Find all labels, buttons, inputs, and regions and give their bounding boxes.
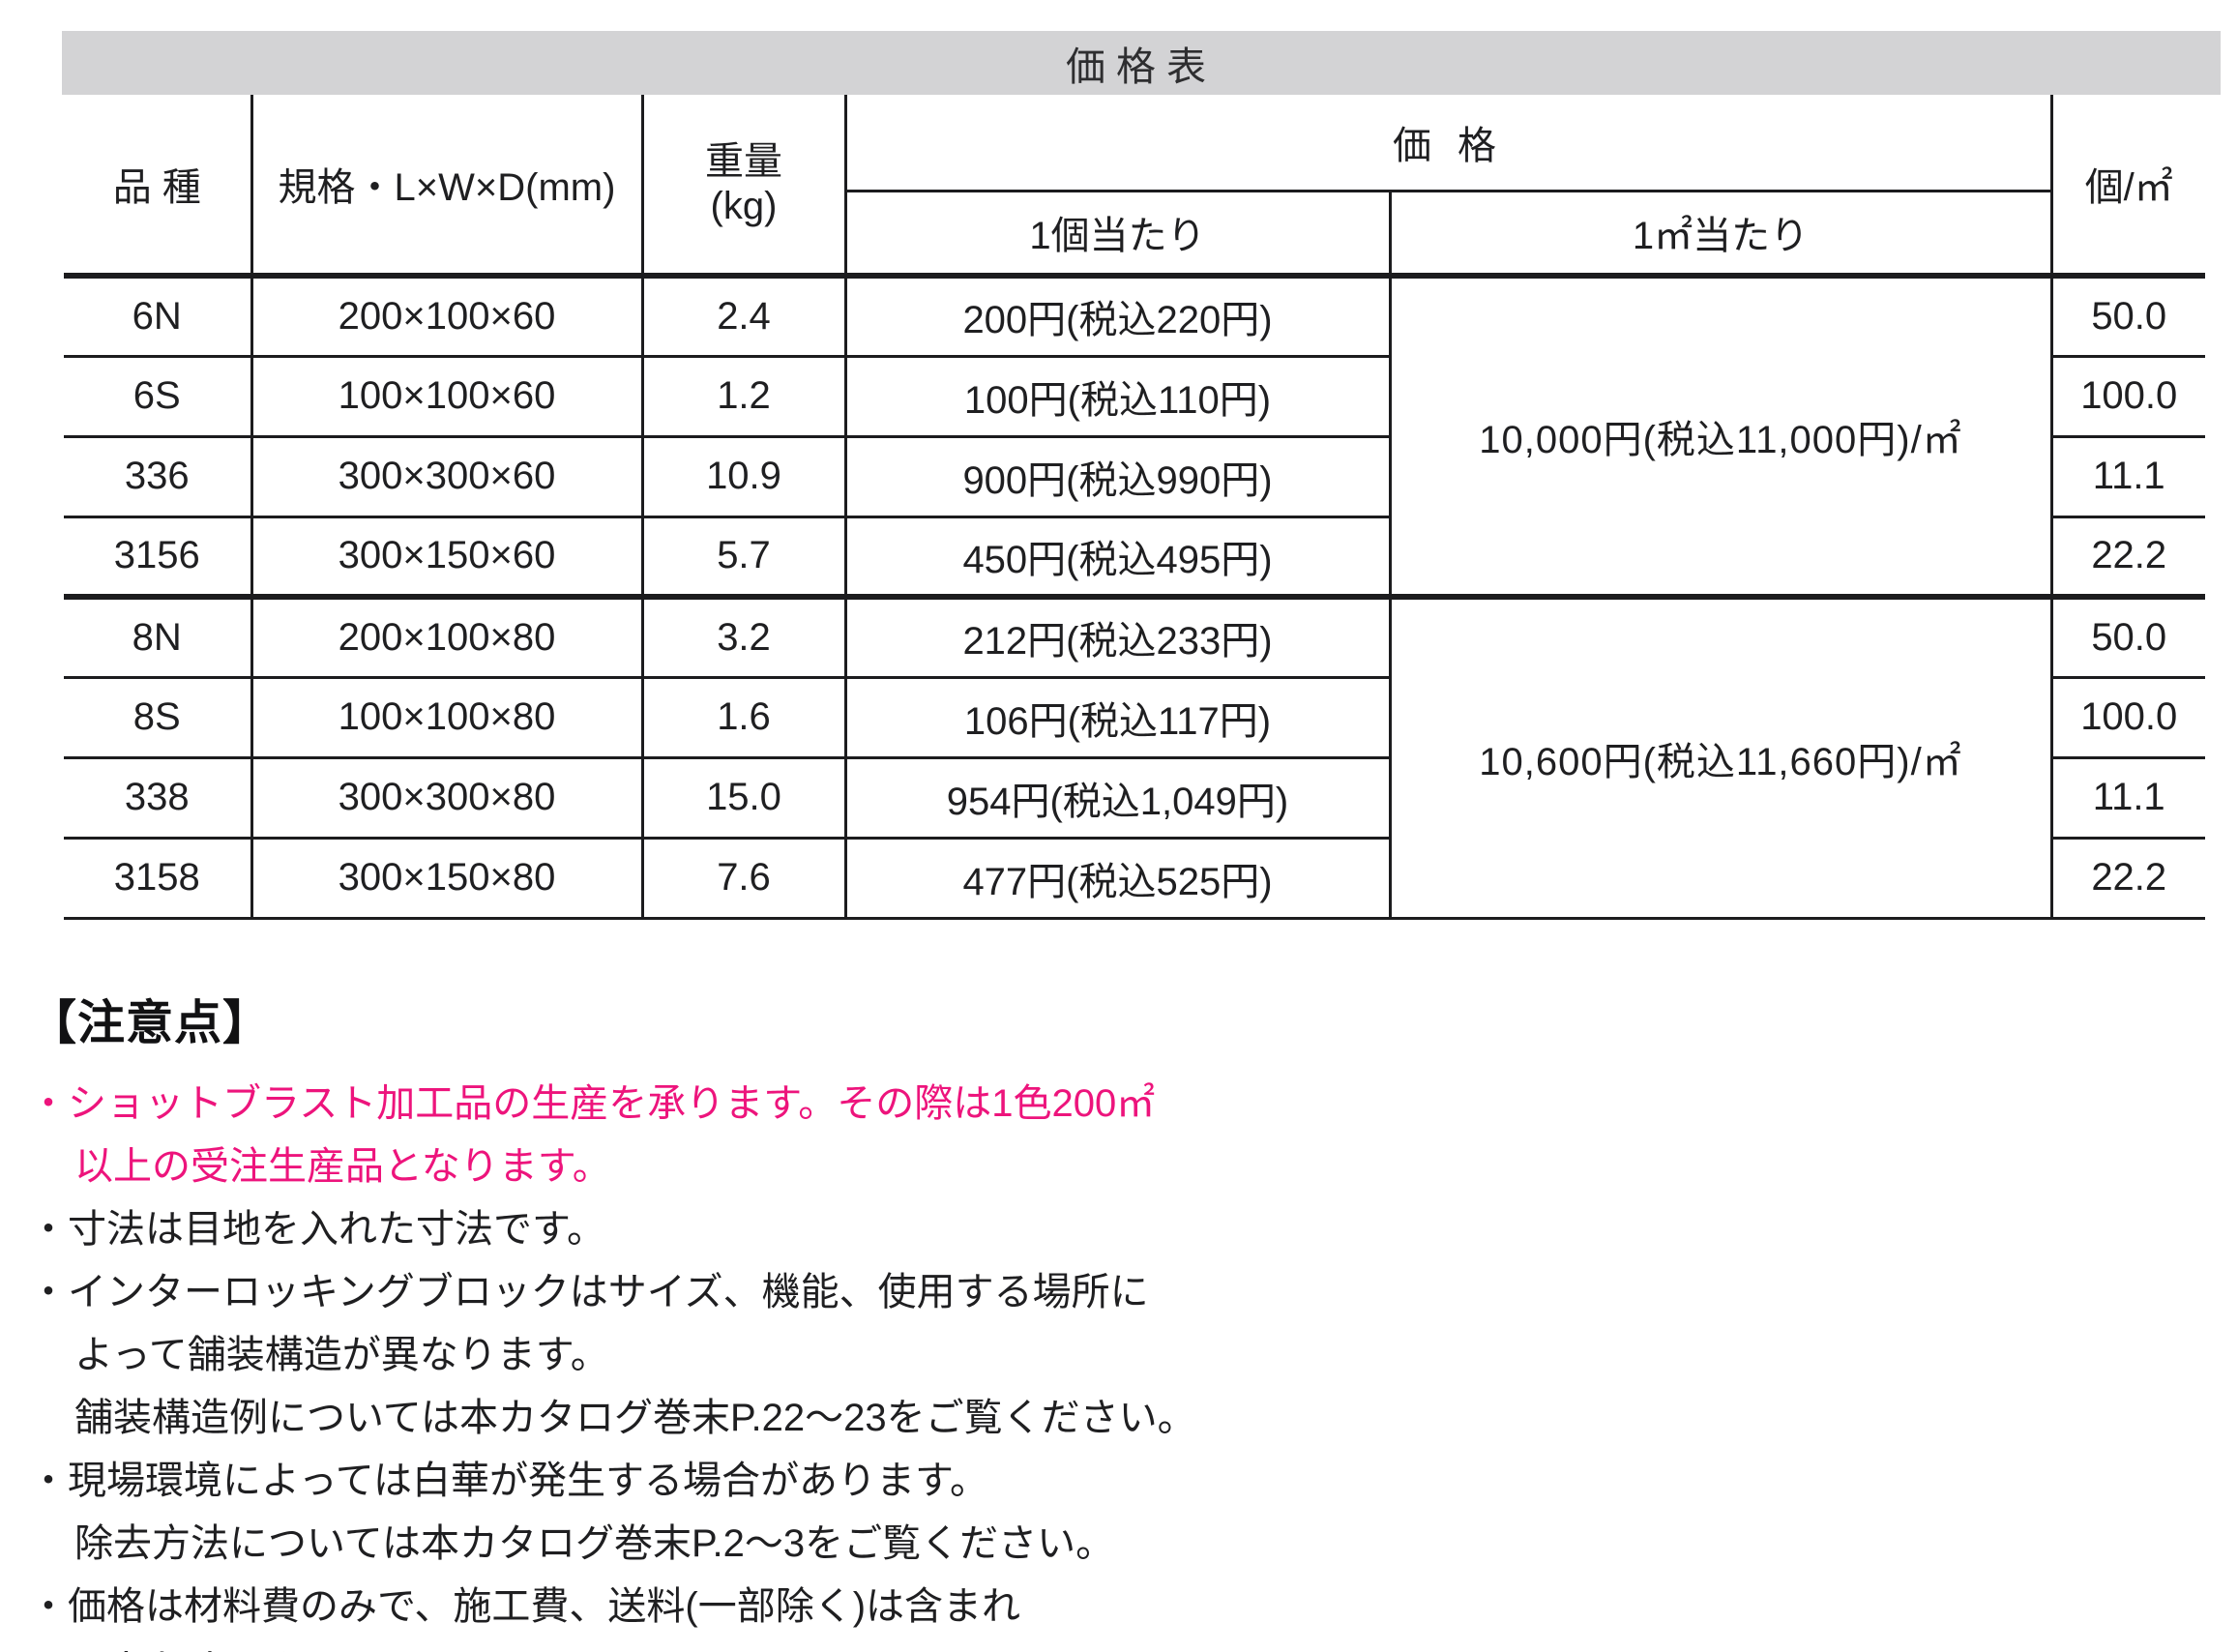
cell-size: 300×300×60 bbox=[250, 434, 644, 518]
note-line: よって舗装構造が異なります。 bbox=[74, 1334, 609, 1376]
note-line: ・インターロッキングブロックはサイズ、機能、使用する場所に bbox=[29, 1271, 1149, 1313]
header-size: 規格・L×W×D(mm) bbox=[250, 95, 644, 279]
cell-price-sqm-group1: 10,000円(税込11,000円)/㎡ bbox=[1388, 274, 2053, 599]
cell-kind: 336 bbox=[64, 434, 253, 518]
table-row-3156: 3156 300×150×60 5.7 450円(税込495円) 22.2 bbox=[64, 515, 2205, 599]
cell-per-sqm: 11.1 bbox=[2049, 434, 2205, 518]
cell-kind: 6N bbox=[64, 274, 253, 358]
cell-weight: 10.9 bbox=[640, 434, 847, 518]
cell-size: 300×300×80 bbox=[250, 755, 644, 840]
header-price: 価 格 bbox=[843, 95, 2053, 192]
cell-kind: 6S bbox=[64, 354, 253, 438]
cell-size: 100×100×80 bbox=[250, 675, 644, 759]
table-row-8s: 8S 100×100×80 1.6 106円(税込117円) 100.0 bbox=[64, 675, 2205, 759]
cell-size: 300×150×80 bbox=[250, 836, 644, 920]
cell-kind: 3158 bbox=[64, 836, 253, 920]
note-price-scope: ・価格は材料費のみで、施工費、送料(一部除く)は含まれ ておりません。 bbox=[29, 1576, 1248, 1652]
cell-size: 100×100×60 bbox=[250, 354, 644, 438]
cell-weight: 1.2 bbox=[640, 354, 847, 438]
price-table: 品 種 規格・L×W×D(mm) 重量 (kg) 価 格 個/㎡ 1個当たり 1… bbox=[64, 95, 2205, 920]
cell-price-each: 477円(税込525円) bbox=[843, 836, 1392, 920]
table-title: 価格表 bbox=[1066, 44, 1217, 89]
cell-per-sqm: 50.0 bbox=[2049, 594, 2205, 679]
table-row-6n: 6N 200×100×60 2.4 200円(税込220円) 10,000円(税… bbox=[64, 274, 2205, 599]
table-row-338: 338 300×300×80 15.0 954円(税込1,049円) 11.1 bbox=[64, 755, 2205, 840]
cell-per-sqm: 100.0 bbox=[2049, 354, 2205, 438]
cell-weight: 7.6 bbox=[640, 836, 847, 920]
cell-price-each: 450円(税込495円) bbox=[843, 515, 1392, 599]
cell-kind: 3156 bbox=[64, 515, 253, 599]
table-row-3158: 3158 300×150×80 7.6 477円(税込525円) 22.2 bbox=[64, 836, 2205, 920]
cell-size: 200×100×60 bbox=[250, 274, 644, 358]
cell-weight: 2.4 bbox=[640, 274, 847, 358]
cell-size: 300×150×60 bbox=[250, 515, 644, 599]
cell-kind: 8N bbox=[64, 594, 253, 679]
header-weight-line2: (kg) bbox=[710, 185, 778, 227]
table-row-6s: 6S 100×100×60 1.2 100円(税込110円) 100.0 bbox=[64, 354, 2205, 438]
cell-weight: 3.2 bbox=[640, 594, 847, 679]
cell-per-sqm: 22.2 bbox=[2049, 515, 2205, 599]
cell-weight: 15.0 bbox=[640, 755, 847, 840]
note-line: ・現場環境によっては白華が発生する場合があります。 bbox=[29, 1460, 988, 1502]
header-price-each: 1個当たり bbox=[843, 189, 1392, 279]
note-dimensions: ・寸法は目地を入れた寸法です。 bbox=[29, 1198, 1248, 1261]
cell-price-each: 106円(税込117円) bbox=[843, 675, 1392, 759]
note-line: ・価格は材料費のみで、施工費、送料(一部除く)は含まれ bbox=[29, 1585, 1021, 1628]
note-line: ・寸法は目地を入れた寸法です。 bbox=[29, 1208, 605, 1251]
cell-per-sqm: 100.0 bbox=[2049, 675, 2205, 759]
note-line: 除去方法については本カタログ巻末P.2〜3をご覧ください。 bbox=[74, 1522, 1115, 1565]
header-kind: 品 種 bbox=[64, 95, 253, 279]
cell-price-sqm-group2: 10,600円(税込11,660円)/㎡ bbox=[1388, 594, 2053, 920]
header-per-sqm: 個/㎡ bbox=[2049, 95, 2205, 279]
cell-price-each: 900円(税込990円) bbox=[843, 434, 1392, 518]
note-shotblast: ・ショットブラスト加工品の生産を承ります。その際は1色200㎡ 以上の受注生産品… bbox=[29, 1073, 1248, 1198]
cell-price-each: 100円(税込110円) bbox=[843, 354, 1392, 438]
note-line: 舗装構造例については本カタログ巻末P.22〜23をご覧ください。 bbox=[74, 1397, 1196, 1439]
cell-per-sqm: 11.1 bbox=[2049, 755, 2205, 840]
header-price-sqm: 1㎡当たり bbox=[1388, 189, 2053, 279]
header-weight: 重量 (kg) bbox=[640, 95, 847, 279]
notes-section: 【注意点】 ・ショットブラスト加工品の生産を承ります。その際は1色200㎡ 以上… bbox=[29, 985, 1248, 1652]
cell-kind: 8S bbox=[64, 675, 253, 759]
note-line: ておりません。 bbox=[29, 1638, 1248, 1652]
cell-price-each: 200円(税込220円) bbox=[843, 274, 1392, 358]
cell-weight: 1.6 bbox=[640, 675, 847, 759]
note-interlocking: ・インターロッキングブロックはサイズ、機能、使用する場所に よって舗装構造が異な… bbox=[29, 1261, 1248, 1450]
note-line: 以上の受注生産品となります。 bbox=[74, 1145, 611, 1188]
table-title-bar: 価格表 bbox=[62, 31, 2221, 95]
table-row-8n: 8N 200×100×80 3.2 212円(税込233円) 10,600円(税… bbox=[64, 594, 2205, 920]
notes-heading: 【注意点】 bbox=[29, 997, 272, 1049]
cell-size: 200×100×80 bbox=[250, 594, 644, 679]
cell-kind: 338 bbox=[64, 755, 253, 840]
table-row-336: 336 300×300×60 10.9 900円(税込990円) 11.1 bbox=[64, 434, 2205, 518]
cell-per-sqm: 50.0 bbox=[2049, 274, 2205, 358]
cell-per-sqm: 22.2 bbox=[2049, 836, 2205, 920]
cell-weight: 5.7 bbox=[640, 515, 847, 599]
note-line: ・ショットブラスト加工品の生産を承ります。その際は1色200㎡ bbox=[29, 1082, 1156, 1125]
header-weight-line1: 重量 bbox=[705, 140, 782, 183]
note-efflorescence: ・現場環境によっては白華が発生する場合があります。 除去方法については本カタログ… bbox=[29, 1450, 1248, 1576]
cell-price-each: 954円(税込1,049円) bbox=[843, 755, 1392, 840]
cell-price-each: 212円(税込233円) bbox=[843, 594, 1392, 679]
